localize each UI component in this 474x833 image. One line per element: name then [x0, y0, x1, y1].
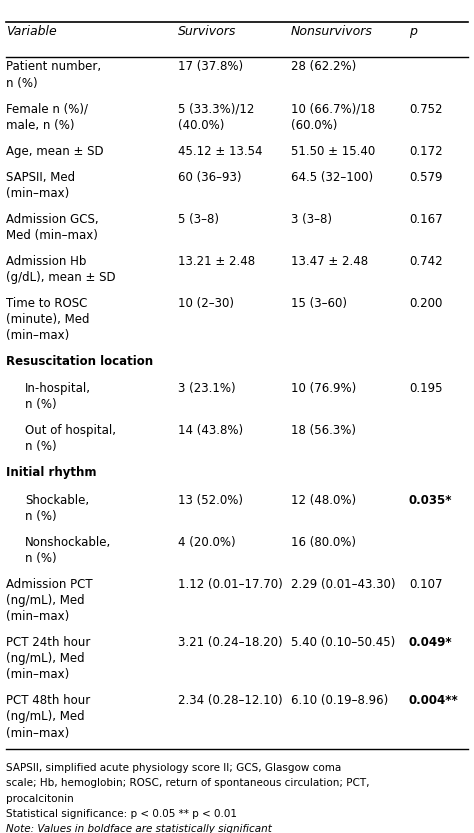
Text: 13.47 ± 2.48: 13.47 ± 2.48: [291, 255, 368, 267]
Text: 3.21 (0.24–18.20): 3.21 (0.24–18.20): [178, 636, 283, 649]
Text: (ng/mL), Med: (ng/mL), Med: [6, 594, 85, 607]
Text: 17 (37.8%): 17 (37.8%): [178, 61, 243, 73]
Text: (min–max): (min–max): [6, 187, 69, 200]
Text: Nonshockable,: Nonshockable,: [25, 536, 111, 549]
Text: Female n (%)/: Female n (%)/: [6, 102, 88, 116]
Text: 5.40 (0.10–50.45): 5.40 (0.10–50.45): [291, 636, 395, 649]
Text: 60 (36–93): 60 (36–93): [178, 171, 242, 183]
Text: (min–max): (min–max): [6, 329, 69, 342]
Text: 0.579: 0.579: [409, 171, 442, 183]
Text: (min–max): (min–max): [6, 668, 69, 681]
Text: n (%): n (%): [25, 510, 56, 523]
Text: Variable: Variable: [6, 25, 57, 37]
Text: p: p: [409, 25, 417, 37]
Text: 2.34 (0.28–12.10): 2.34 (0.28–12.10): [178, 694, 283, 707]
Text: 10 (66.7%)/18: 10 (66.7%)/18: [291, 102, 375, 116]
Text: 5 (3–8): 5 (3–8): [178, 212, 219, 226]
Text: 10 (2–30): 10 (2–30): [178, 297, 234, 310]
Text: 4 (20.0%): 4 (20.0%): [178, 536, 236, 549]
Text: male, n (%): male, n (%): [6, 119, 74, 132]
Text: 13.21 ± 2.48: 13.21 ± 2.48: [178, 255, 255, 267]
Text: Out of hospital,: Out of hospital,: [25, 424, 116, 437]
Text: procalcitonin: procalcitonin: [6, 794, 74, 804]
Text: n (%): n (%): [25, 398, 56, 412]
Text: Resuscitation location: Resuscitation location: [6, 355, 153, 368]
Text: 6.10 (0.19–8.96): 6.10 (0.19–8.96): [291, 694, 388, 707]
Text: (min–max): (min–max): [6, 610, 69, 623]
Text: Admission GCS,: Admission GCS,: [6, 212, 99, 226]
Text: 0.004**: 0.004**: [409, 694, 459, 707]
Text: 45.12 ± 13.54: 45.12 ± 13.54: [178, 145, 263, 157]
Text: 15 (3–60): 15 (3–60): [291, 297, 347, 310]
Text: (60.0%): (60.0%): [291, 119, 337, 132]
Text: SAPSII, Med: SAPSII, Med: [6, 171, 75, 183]
Text: (min–max): (min–max): [6, 726, 69, 740]
Text: 0.172: 0.172: [409, 145, 443, 157]
Text: n (%): n (%): [25, 441, 56, 453]
Text: 16 (80.0%): 16 (80.0%): [291, 536, 356, 549]
Text: 0.195: 0.195: [409, 382, 442, 395]
Text: Med (min–max): Med (min–max): [6, 229, 98, 242]
Text: Patient number,: Patient number,: [6, 61, 101, 73]
Text: Admission Hb: Admission Hb: [6, 255, 86, 267]
Text: 51.50 ± 15.40: 51.50 ± 15.40: [291, 145, 375, 157]
Text: Admission PCT: Admission PCT: [6, 578, 93, 591]
Text: 3 (3–8): 3 (3–8): [291, 212, 332, 226]
Text: 64.5 (32–100): 64.5 (32–100): [291, 171, 373, 183]
Text: n (%): n (%): [6, 77, 38, 90]
Text: 18 (56.3%): 18 (56.3%): [291, 424, 356, 437]
Text: (ng/mL), Med: (ng/mL), Med: [6, 652, 85, 665]
Text: 0.049*: 0.049*: [409, 636, 453, 649]
Text: 5 (33.3%)/12: 5 (33.3%)/12: [178, 102, 255, 116]
Text: scale; Hb, hemoglobin; ROSC, return of spontaneous circulation; PCT,: scale; Hb, hemoglobin; ROSC, return of s…: [6, 778, 370, 788]
Text: (40.0%): (40.0%): [178, 119, 224, 132]
Text: PCT 48th hour: PCT 48th hour: [6, 694, 91, 707]
Text: Initial rhythm: Initial rhythm: [6, 466, 97, 479]
Text: 13 (52.0%): 13 (52.0%): [178, 493, 243, 506]
Text: 14 (43.8%): 14 (43.8%): [178, 424, 243, 437]
Text: (g/dL), mean ± SD: (g/dL), mean ± SD: [6, 271, 116, 284]
Text: 0.035*: 0.035*: [409, 493, 452, 506]
Text: 10 (76.9%): 10 (76.9%): [291, 382, 356, 395]
Text: 0.107: 0.107: [409, 578, 442, 591]
Text: (ng/mL), Med: (ng/mL), Med: [6, 711, 85, 723]
Text: Note: Values in boldface are statistically significant: Note: Values in boldface are statistical…: [6, 825, 272, 833]
Text: (minute), Med: (minute), Med: [6, 313, 90, 326]
Text: Shockable,: Shockable,: [25, 493, 89, 506]
Text: 0.200: 0.200: [409, 297, 442, 310]
Text: PCT 24th hour: PCT 24th hour: [6, 636, 91, 649]
Text: 0.752: 0.752: [409, 102, 442, 116]
Text: 1.12 (0.01–17.70): 1.12 (0.01–17.70): [178, 578, 283, 591]
Text: Time to ROSC: Time to ROSC: [6, 297, 88, 310]
Text: 2.29 (0.01–43.30): 2.29 (0.01–43.30): [291, 578, 396, 591]
Text: Survivors: Survivors: [178, 25, 237, 37]
Text: Age, mean ± SD: Age, mean ± SD: [6, 145, 104, 157]
Text: Statistical significance: p < 0.05 ** p < 0.01: Statistical significance: p < 0.05 ** p …: [6, 809, 237, 819]
Text: 0.742: 0.742: [409, 255, 443, 267]
Text: 12 (48.0%): 12 (48.0%): [291, 493, 356, 506]
Text: SAPSII, simplified acute physiology score II; GCS, Glasgow coma: SAPSII, simplified acute physiology scor…: [6, 763, 341, 773]
Text: 28 (62.2%): 28 (62.2%): [291, 61, 356, 73]
Text: In-hospital,: In-hospital,: [25, 382, 91, 395]
Text: n (%): n (%): [25, 551, 56, 565]
Text: 0.167: 0.167: [409, 212, 443, 226]
Text: Nonsurvivors: Nonsurvivors: [291, 25, 373, 37]
Text: 3 (23.1%): 3 (23.1%): [178, 382, 236, 395]
